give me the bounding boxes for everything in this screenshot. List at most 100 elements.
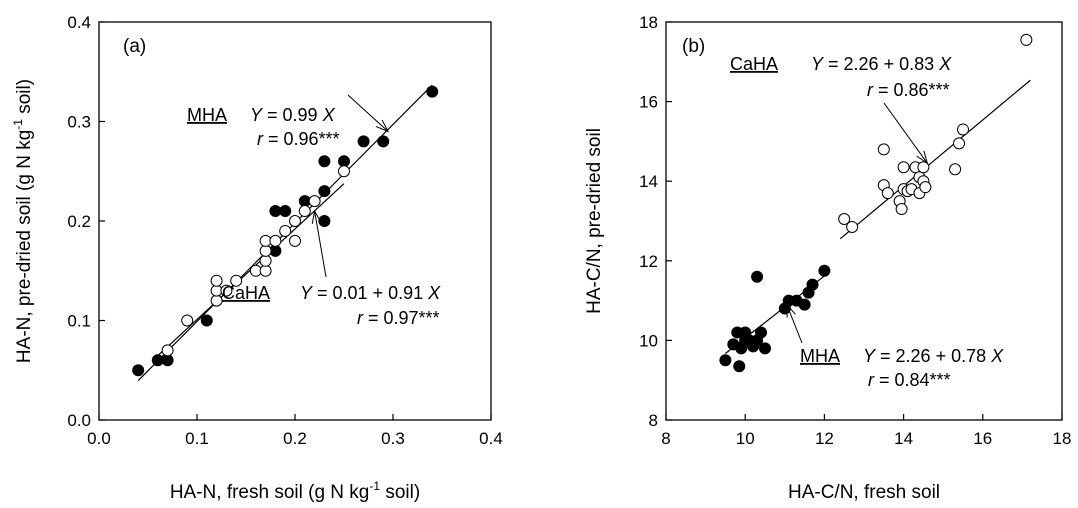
x-tick-label: 12 [815, 429, 834, 448]
y-tick-label: 16 [639, 93, 658, 112]
y-tick-label: 14 [639, 172, 658, 191]
point-caha [1020, 33, 1033, 46]
point-mha [132, 364, 145, 377]
point-mha [279, 205, 292, 218]
y-tick-label: 0.0 [67, 411, 91, 430]
point-caha [897, 161, 910, 174]
panel-b-y-axis-title: HA-C/N, pre-dried soil [584, 128, 605, 314]
x-tick-label: 0.3 [381, 429, 405, 448]
panel-a-x-axis-title: HA-N, fresh soil (g N kg-1 soil) [170, 479, 420, 503]
panel-a-caha-equation: Y = 0.01 + 0.91 X [300, 283, 441, 303]
panel-b-caha-r: r = 0.86*** [867, 80, 950, 100]
arrow-mha [347, 94, 389, 132]
point-caha [298, 205, 311, 218]
point-mha [818, 264, 831, 277]
panel-b-mha-name: MHA [800, 346, 840, 366]
y-tick-label: 8 [649, 411, 658, 430]
arrow-caha-head [916, 150, 929, 165]
panel-b-ticks: 8 10 12 14 16 18 8 10 12 14 16 18 [639, 13, 1071, 448]
point-mha [806, 278, 819, 291]
panel-a-caha-name: CaHA [222, 283, 270, 303]
point-caha [881, 187, 894, 200]
point-caha [308, 195, 321, 208]
arrow-mha-head [375, 119, 390, 133]
y-tick-label: 18 [639, 13, 658, 32]
point-mha [200, 314, 213, 327]
panel-a-y-axis-title: HA-N, pre-dried soil (g N kg-1 soil) [11, 79, 35, 363]
y-tick-label: 0.3 [67, 113, 91, 132]
point-caha [957, 123, 969, 136]
panel-a-mha-equation: Y = 0.99 X [250, 105, 336, 125]
point-caha [953, 137, 966, 150]
point-mha [377, 135, 390, 148]
point-caha [919, 181, 932, 194]
x-tick-label: 0.2 [283, 429, 307, 448]
arrow-caha-head [311, 209, 322, 224]
point-mha [161, 354, 174, 367]
point-caha [259, 264, 272, 277]
panel-a-points [132, 85, 439, 377]
point-caha [161, 344, 174, 357]
panel-b-x-axis-title: HA-C/N, fresh soil [788, 482, 940, 503]
arrow-mha [786, 304, 803, 344]
point-mha [798, 298, 811, 311]
panel-b: 8 10 12 14 16 18 8 10 12 14 16 18 (b) CaHA Y = 2.26… [584, 13, 1071, 503]
point-mha [719, 354, 732, 367]
panel-b-points [719, 33, 1033, 373]
panel-a-ticks: 0.0 0.1 0.2 0.3 0.4 0.0 0.1 0.2 0.3 0.4 [67, 13, 502, 448]
y-tick-label: 0.1 [67, 312, 91, 331]
point-caha [917, 161, 930, 174]
fit-line-caha [839, 79, 1031, 240]
point-mha [318, 215, 331, 227]
y-tick-label: 0.2 [67, 212, 91, 231]
x-tick-label: 16 [973, 429, 992, 448]
point-caha [877, 143, 890, 156]
point-caha [838, 213, 851, 226]
arrow-mha-head [786, 303, 796, 318]
point-caha [181, 314, 194, 327]
panel-a-caha-r: r = 0.97*** [357, 308, 440, 328]
point-mha [318, 155, 331, 168]
point-caha [210, 294, 223, 307]
point-mha [426, 85, 439, 98]
panel-a-mha-name: MHA [187, 105, 227, 125]
x-tick-label: 18 [1053, 429, 1072, 448]
panel-b-label: (b) [682, 36, 705, 57]
x-tick-label: 10 [736, 429, 755, 448]
point-caha [230, 274, 243, 287]
panel-a: 0.0 0.1 0.2 0.3 0.4 0.0 0.1 0.2 0.3 0.4 (a) MHA Y… [11, 13, 503, 503]
point-caha [269, 234, 282, 247]
panel-b-mha-r: r = 0.84*** [868, 370, 951, 390]
point-caha [338, 165, 350, 178]
panel-b-mha-equation: Y = 2.26 + 0.78 X [863, 346, 1004, 366]
y-tick-label: 0.4 [67, 13, 91, 32]
point-mha [759, 342, 771, 355]
x-tick-label: 0.1 [185, 429, 209, 448]
x-tick-label: 14 [894, 429, 913, 448]
point-mha [733, 360, 746, 373]
point-mha [318, 185, 331, 198]
point-caha [949, 163, 962, 176]
point-mha [357, 135, 370, 148]
x-tick-label: 0.4 [479, 429, 503, 448]
point-caha [895, 203, 908, 216]
point-caha [289, 215, 301, 227]
point-caha [289, 234, 301, 247]
point-caha [846, 220, 859, 233]
y-tick-label: 12 [639, 252, 658, 271]
point-caha [259, 244, 272, 257]
panel-b-caha-equation: Y = 2.26 + 0.83 X [811, 54, 952, 74]
point-caha [279, 224, 292, 237]
panel-a-label: (a) [123, 36, 146, 57]
arrow-caha [883, 102, 928, 164]
y-tick-label: 10 [639, 331, 658, 350]
point-mha [751, 270, 764, 283]
panel-b-arrows [786, 102, 929, 344]
point-mha [338, 155, 350, 168]
panel-b-plot-frame [665, 21, 1063, 421]
arrow-caha [314, 210, 327, 278]
panel-a-arrows [311, 94, 390, 278]
panel-b-fit-lines [725, 79, 1031, 355]
point-caha [210, 274, 223, 287]
